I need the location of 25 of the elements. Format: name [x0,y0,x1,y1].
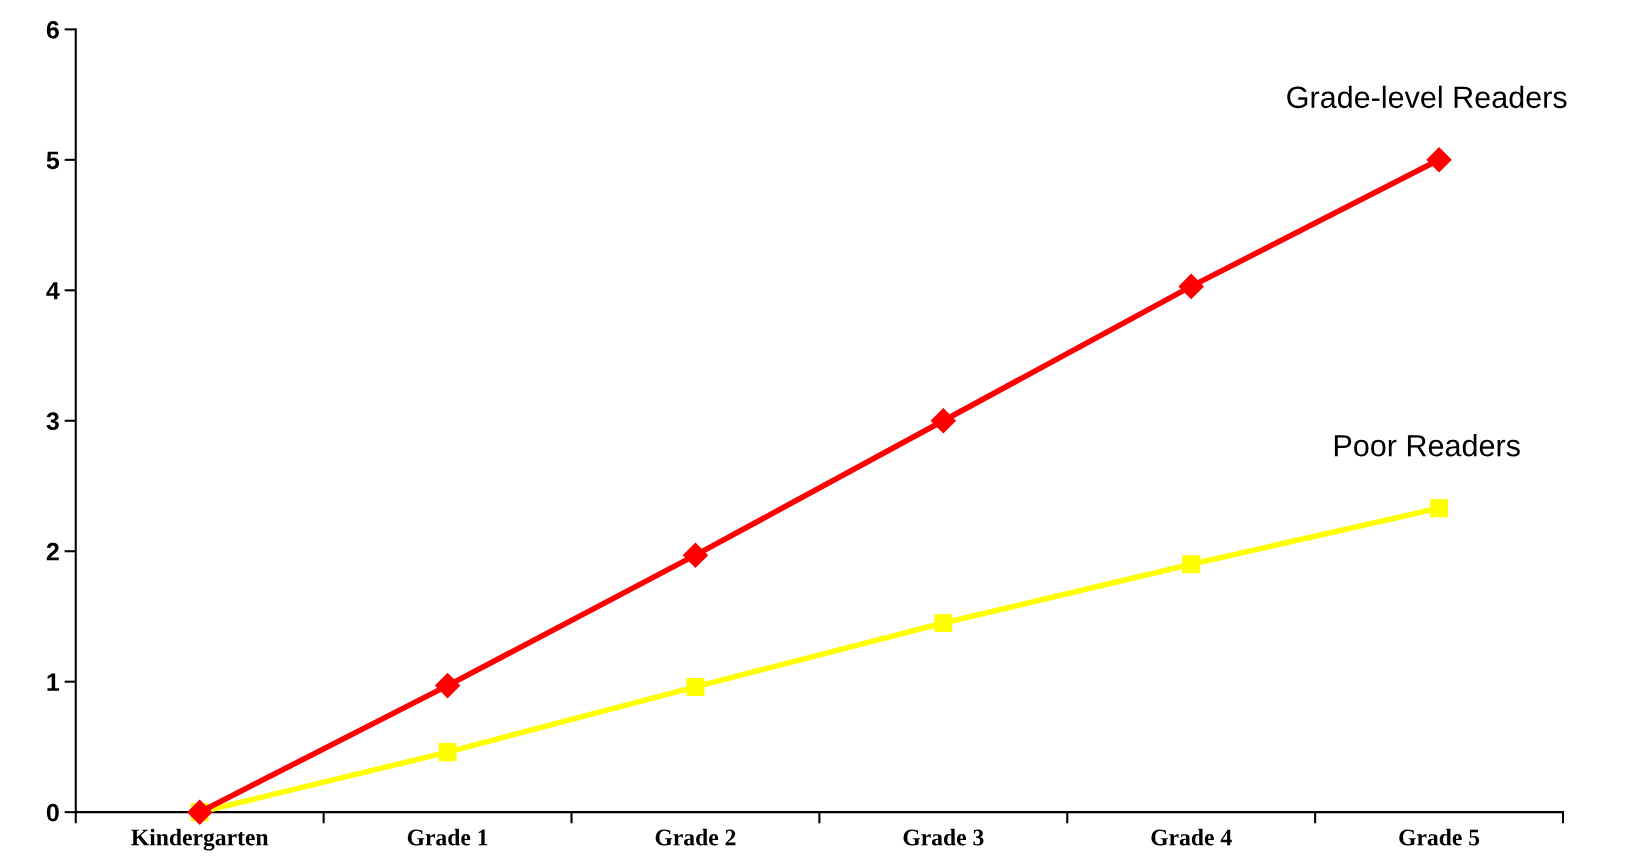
point [930,408,956,434]
x-tick-label: Grade 5 [1399,828,1480,846]
y-tick-label: 0 [46,803,59,822]
x-tick-label: Grade 4 [1151,828,1232,846]
y-tick-label: 4 [46,282,60,300]
point [1178,273,1204,299]
x-tick-label: Grade 3 [903,828,984,846]
y-tick-label: 3 [46,412,59,431]
y-tick-label: 5 [46,151,60,170]
point [1426,147,1452,173]
point [438,743,457,762]
x-tick-label: Grade 1 [407,828,488,846]
series-label: Poor Readers [1334,434,1520,457]
point [1430,499,1449,518]
y-tick-label: 1 [47,673,60,691]
series-label: Grade-level Readers [1287,85,1567,109]
point [686,677,705,696]
point [1182,555,1201,574]
point [435,673,461,699]
y-tick-label: 2 [46,542,59,561]
point [682,542,708,568]
y-tick-label: 6 [46,20,59,39]
x-tick-label: Kindergarten [131,828,269,851]
x-tick-label: Grade 2 [655,828,736,846]
point [934,613,953,633]
